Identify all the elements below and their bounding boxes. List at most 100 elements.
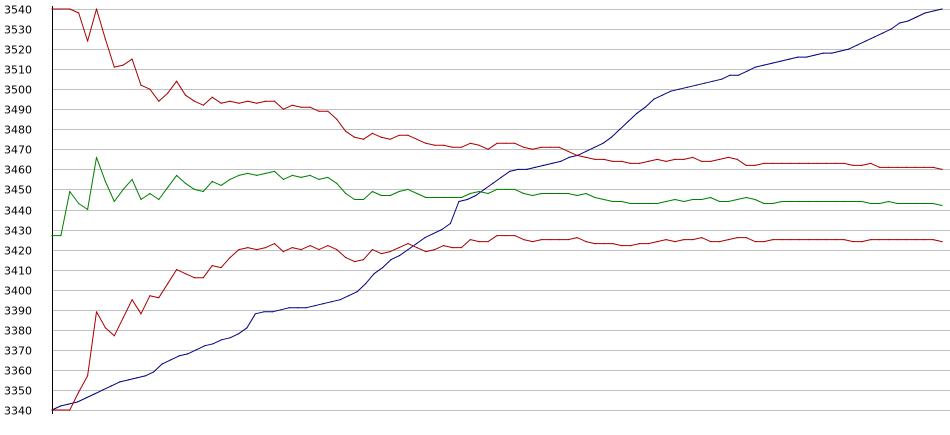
- data-point: [905, 202, 908, 205]
- data-point: [638, 243, 641, 245]
- data-point: [95, 156, 98, 158]
- data-point: [834, 200, 836, 203]
- data-point: [665, 160, 667, 162]
- data-point: [534, 166, 536, 168]
- data-point: [852, 241, 854, 243]
- data-point: [603, 243, 605, 245]
- data-point: [93, 393, 95, 395]
- data-point: [416, 138, 418, 140]
- data-point: [382, 267, 384, 269]
- data-point: [540, 146, 543, 148]
- y-tick-label: 3480: [4, 124, 32, 137]
- data-point: [549, 239, 552, 241]
- data-point: [113, 335, 115, 337]
- data-point: [568, 156, 570, 158]
- data-point: [131, 58, 133, 60]
- data-point: [852, 164, 854, 166]
- data-point: [549, 192, 552, 195]
- data-point: [505, 142, 507, 144]
- data-point: [176, 174, 178, 176]
- data-point: [670, 90, 672, 92]
- data-point: [861, 241, 863, 243]
- y-tick-label: 3360: [4, 365, 32, 378]
- data-point: [265, 172, 267, 174]
- data-point: [451, 146, 454, 148]
- data-point: [297, 307, 299, 309]
- data-point: [309, 245, 311, 247]
- data-point: [683, 158, 685, 160]
- data-point: [345, 130, 347, 132]
- data-point: [621, 160, 623, 162]
- data-point: [629, 162, 632, 164]
- data-point: [76, 401, 78, 403]
- data-point: [870, 162, 872, 164]
- data-point: [354, 136, 356, 138]
- data-point: [807, 200, 810, 203]
- data-point: [594, 243, 596, 245]
- data-point: [736, 237, 738, 239]
- y-tick-label: 3430: [4, 225, 32, 238]
- data-point: [585, 241, 587, 243]
- data-point: [434, 144, 436, 146]
- data-point: [505, 188, 507, 190]
- data-point: [665, 239, 667, 241]
- data-point: [178, 355, 180, 357]
- data-point: [407, 134, 409, 136]
- data-point: [644, 106, 646, 108]
- data-point: [941, 204, 943, 207]
- data-point: [843, 239, 845, 241]
- data-point: [879, 239, 881, 241]
- data-point: [647, 243, 649, 245]
- data-point: [78, 202, 80, 205]
- data-point: [441, 228, 443, 231]
- data-point: [727, 200, 730, 203]
- data-point: [483, 188, 485, 190]
- data-point: [879, 202, 881, 205]
- data-point: [443, 144, 445, 146]
- data-point: [176, 80, 178, 82]
- data-point: [309, 174, 311, 176]
- data-point: [852, 200, 854, 203]
- data-point: [158, 100, 160, 102]
- data-point: [781, 239, 783, 241]
- data-point: [843, 162, 845, 164]
- data-point: [771, 62, 774, 64]
- data-point: [451, 247, 454, 249]
- data-point: [517, 168, 519, 170]
- data-point: [475, 194, 477, 197]
- data-point: [380, 136, 382, 138]
- data-point: [362, 138, 365, 140]
- data-point: [110, 385, 112, 387]
- data-point: [131, 178, 133, 180]
- data-point: [176, 269, 178, 271]
- data-point: [389, 138, 391, 140]
- data-point: [193, 188, 195, 190]
- data-point: [661, 94, 663, 96]
- data-point: [78, 391, 80, 393]
- y-tick-label: 3530: [4, 24, 32, 37]
- data-point: [305, 307, 307, 309]
- data-point: [69, 409, 71, 411]
- data-point: [674, 158, 676, 160]
- data-point: [585, 192, 587, 195]
- data-point: [469, 142, 471, 144]
- data-point: [85, 397, 87, 399]
- data-point: [434, 196, 436, 199]
- data-point: [492, 182, 494, 184]
- data-point: [772, 239, 774, 241]
- data-point: [523, 239, 525, 241]
- data-point: [701, 237, 703, 239]
- data-point: [149, 88, 151, 90]
- data-point: [478, 144, 480, 146]
- data-point: [907, 20, 909, 22]
- data-point: [220, 339, 223, 341]
- data-point: [345, 192, 347, 195]
- data-point: [282, 108, 284, 110]
- data-point: [390, 259, 392, 261]
- data-point: [238, 102, 240, 104]
- data-point: [629, 245, 632, 247]
- data-point: [665, 200, 667, 203]
- data-point: [549, 146, 552, 148]
- data-point: [356, 291, 358, 293]
- data-point: [825, 162, 827, 164]
